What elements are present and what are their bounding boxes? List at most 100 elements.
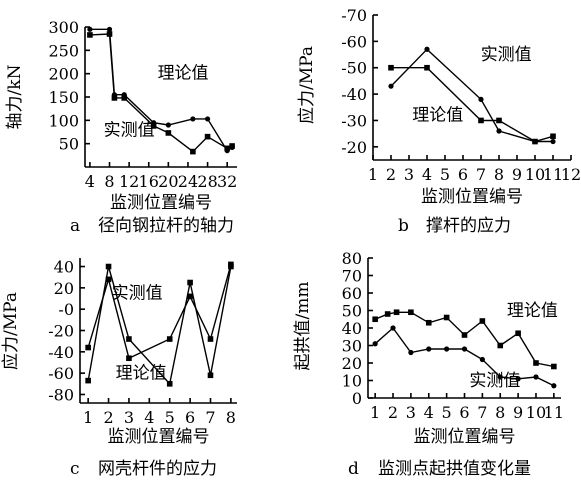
- caption-text-d: 监测点起拱值变化量: [378, 459, 531, 479]
- x-tick-label: 8: [495, 403, 505, 422]
- x-tick-label: 4: [422, 165, 432, 184]
- y-tick-label: 0: [352, 389, 362, 408]
- y-tick-label: 20: [54, 279, 74, 298]
- y-tick-label: 300: [48, 18, 79, 37]
- data-point: [384, 311, 391, 317]
- data-point: [372, 341, 378, 347]
- data-point: [393, 309, 400, 316]
- x-tick-label: 5: [440, 165, 450, 184]
- data-point: [85, 377, 91, 384]
- data-point: [551, 383, 557, 389]
- data-point: [424, 64, 430, 71]
- x-tick-label: 3: [124, 408, 134, 427]
- data-point: [207, 372, 214, 379]
- data-point: [187, 293, 193, 300]
- data-point: [121, 95, 128, 101]
- y-tick-label: 10: [342, 372, 362, 391]
- data-point: [533, 360, 539, 366]
- x-tick-label: 4: [424, 403, 434, 422]
- series-measured: [372, 325, 557, 389]
- y-axis-title: 起拱值/mm: [293, 282, 313, 371]
- data-point: [478, 117, 484, 124]
- data-point: [165, 130, 172, 136]
- series-theory: [372, 309, 557, 370]
- y-tick-label: 80: [342, 249, 362, 268]
- y-tick-label: -70: [341, 6, 367, 25]
- y-tick-label: -30: [341, 111, 367, 130]
- data-point: [166, 336, 173, 342]
- data-point: [204, 133, 211, 140]
- data-point: [106, 31, 113, 37]
- data-point: [461, 332, 468, 338]
- data-point: [228, 261, 234, 268]
- data-point: [87, 32, 93, 38]
- series-line: [89, 33, 233, 153]
- series-annotation: 理论值: [412, 105, 463, 125]
- data-point: [479, 356, 485, 363]
- data-point: [388, 83, 394, 89]
- x-tick-label: 2: [388, 403, 398, 422]
- caption-text-b: 撑杆的应力: [426, 216, 511, 236]
- y-tick-label: 50: [59, 135, 79, 154]
- caption-letter-b: b: [398, 216, 409, 236]
- data-point: [408, 349, 414, 356]
- data-point: [497, 342, 504, 349]
- axes-c: [79, 258, 237, 404]
- data-point: [408, 309, 414, 316]
- x-tick-label: 11: [543, 165, 563, 184]
- data-point: [515, 376, 521, 382]
- x-tick-label: 7: [476, 165, 486, 184]
- x-tick-label: 3: [404, 165, 414, 184]
- data-point: [426, 346, 432, 352]
- series-measured: [388, 46, 556, 145]
- data-point: [166, 381, 173, 387]
- data-point: [224, 145, 230, 152]
- caption-letter-a: a: [70, 216, 80, 236]
- x-tick-label: 12: [561, 165, 581, 184]
- data-point: [479, 318, 486, 324]
- data-point: [105, 263, 112, 270]
- data-point: [496, 117, 502, 124]
- data-point: [106, 26, 113, 32]
- x-axis-title: 监测位置编号: [414, 427, 516, 447]
- y-tick-label: 70: [342, 267, 362, 286]
- y-tick-label: 250: [48, 41, 79, 60]
- x-tick-label: 7: [477, 403, 487, 422]
- data-point: [372, 316, 378, 323]
- x-tick-label: 1: [368, 165, 378, 184]
- y-tick-label: 20: [342, 354, 362, 373]
- series-measured: [87, 31, 235, 155]
- x-tick-label: 11: [544, 403, 564, 422]
- data-point: [85, 344, 91, 351]
- x-axis-title: 监测位置编号: [421, 187, 523, 207]
- data-point: [207, 336, 214, 342]
- data-point: [550, 138, 556, 145]
- x-tick-label: 28: [197, 172, 217, 191]
- x-tick-label: 6: [185, 408, 195, 427]
- data-point: [388, 64, 394, 71]
- y-tick-label: 40: [54, 258, 74, 277]
- series-line: [390, 48, 553, 143]
- panel-c: -80 -60 -40 -20 -0 20 40 1 2 3 4 5 6 7 8 应力/MPa 监测位置编号 理论…: [1, 258, 237, 447]
- y-axis-title: 应力/MPa: [1, 292, 21, 370]
- y-tick-label: -40: [341, 85, 367, 104]
- series-annotation: 实测值: [104, 120, 155, 140]
- x-tick-label: 5: [165, 408, 175, 427]
- data-point: [496, 128, 502, 134]
- panel-a: 50 100 150 200 250 300 4 8 12 16 20 24 28 32 轴力/kN 监测位置…: [5, 18, 237, 213]
- caption-letter-d: d: [348, 459, 359, 479]
- axes-d: [367, 257, 561, 399]
- x-tick-label: 8: [494, 165, 504, 184]
- data-point: [551, 363, 557, 370]
- y-tick-label: -40: [48, 343, 74, 362]
- data-point: [150, 123, 157, 129]
- x-tick-label: 7: [205, 408, 215, 427]
- data-point: [425, 319, 432, 326]
- data-point: [550, 133, 556, 140]
- x-tick-label: 2: [386, 165, 396, 184]
- data-point: [126, 336, 132, 342]
- data-point: [444, 346, 450, 352]
- x-tick-label: 12: [119, 172, 139, 191]
- caption-text-c: 网壳杆件的应力: [98, 459, 217, 479]
